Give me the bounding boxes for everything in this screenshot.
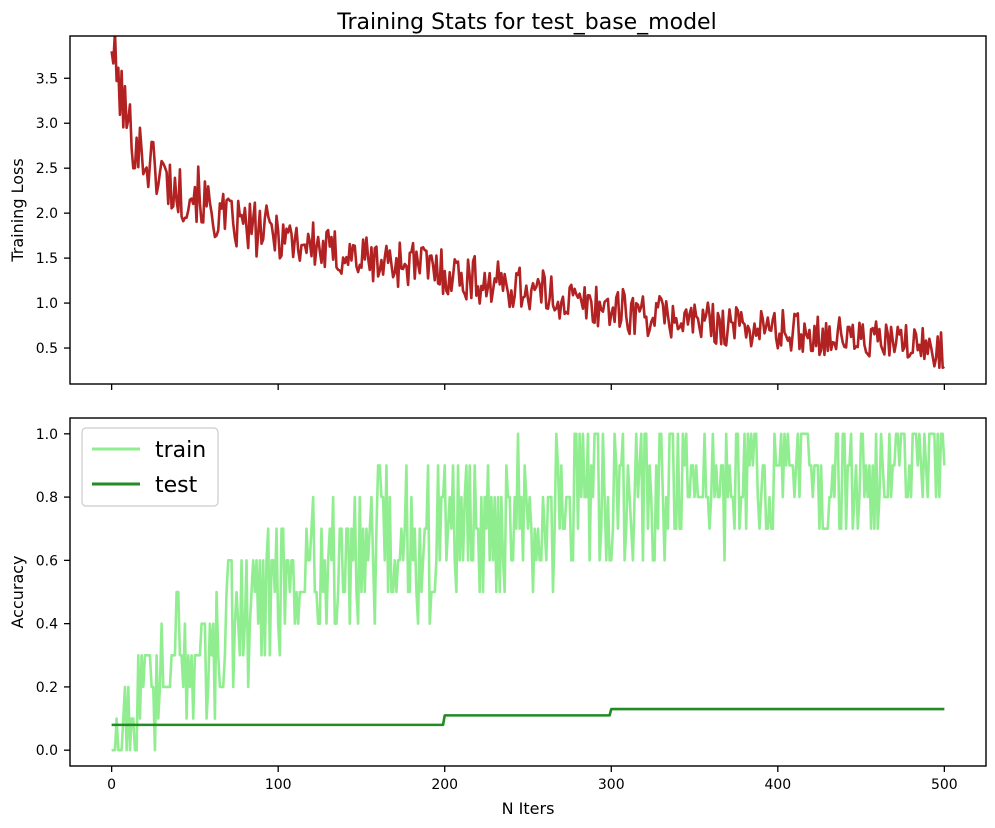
accuracy-xtick-label: 300 bbox=[598, 777, 625, 793]
loss-ytick-label: 2.0 bbox=[36, 206, 58, 222]
loss-ytick-label: 1.0 bbox=[36, 296, 58, 312]
accuracy-ytick-label: 0.6 bbox=[36, 553, 58, 569]
accuracy-plot-area bbox=[111, 432, 946, 752]
accuracy-xlabel: N Iters bbox=[502, 799, 555, 818]
loss-panel: 0.5 1.0 1.5 2.0 2.5 3.0 3.5 Training Loss bbox=[8, 35, 987, 390]
accuracy-ytick-label: 0.8 bbox=[36, 490, 58, 506]
accuracy-xtick-label: 400 bbox=[764, 777, 791, 793]
accuracy-ytick-label: 0.0 bbox=[36, 743, 58, 759]
test-legend-label: test bbox=[155, 473, 198, 498]
accuracy-axes-frame bbox=[69, 417, 987, 767]
accuracy-xtick-label: 0 bbox=[107, 777, 116, 793]
loss-ytick-label: 3.5 bbox=[36, 71, 58, 87]
accuracy-xtick-label: 100 bbox=[265, 777, 292, 793]
accuracy-ylabel: Accuracy bbox=[8, 555, 27, 628]
accuracy-ytick-label: 0.4 bbox=[36, 617, 58, 633]
train-series-line bbox=[111, 432, 946, 752]
loss-ytick-label: 1.5 bbox=[36, 251, 58, 267]
loss-series-line bbox=[110, 36, 946, 370]
accuracy-xtick-label: 500 bbox=[931, 777, 958, 793]
loss-ytick-label: 0.5 bbox=[36, 341, 58, 357]
loss-ytick-label: 3.0 bbox=[36, 116, 58, 132]
loss-axes-frame bbox=[69, 35, 987, 385]
loss-ytick-label: 2.5 bbox=[36, 161, 58, 177]
accuracy-ytick-label: 1.0 bbox=[36, 427, 58, 443]
test-series-line bbox=[111, 707, 945, 727]
legend: train test bbox=[81, 427, 219, 507]
train-legend-label: train bbox=[155, 438, 206, 463]
accuracy-xtick-label: 200 bbox=[431, 777, 458, 793]
accuracy-ytick-label: 0.2 bbox=[36, 680, 58, 696]
loss-plot-area bbox=[110, 36, 946, 370]
chart-title: Training Stats for test_base_model bbox=[336, 10, 716, 35]
loss-ylabel: Training Loss bbox=[8, 158, 27, 262]
accuracy-panel: 0 100 200 300 400 500 0.0 0.2 0.4 0.6 0.8 1.0 Accura… bbox=[8, 417, 987, 818]
